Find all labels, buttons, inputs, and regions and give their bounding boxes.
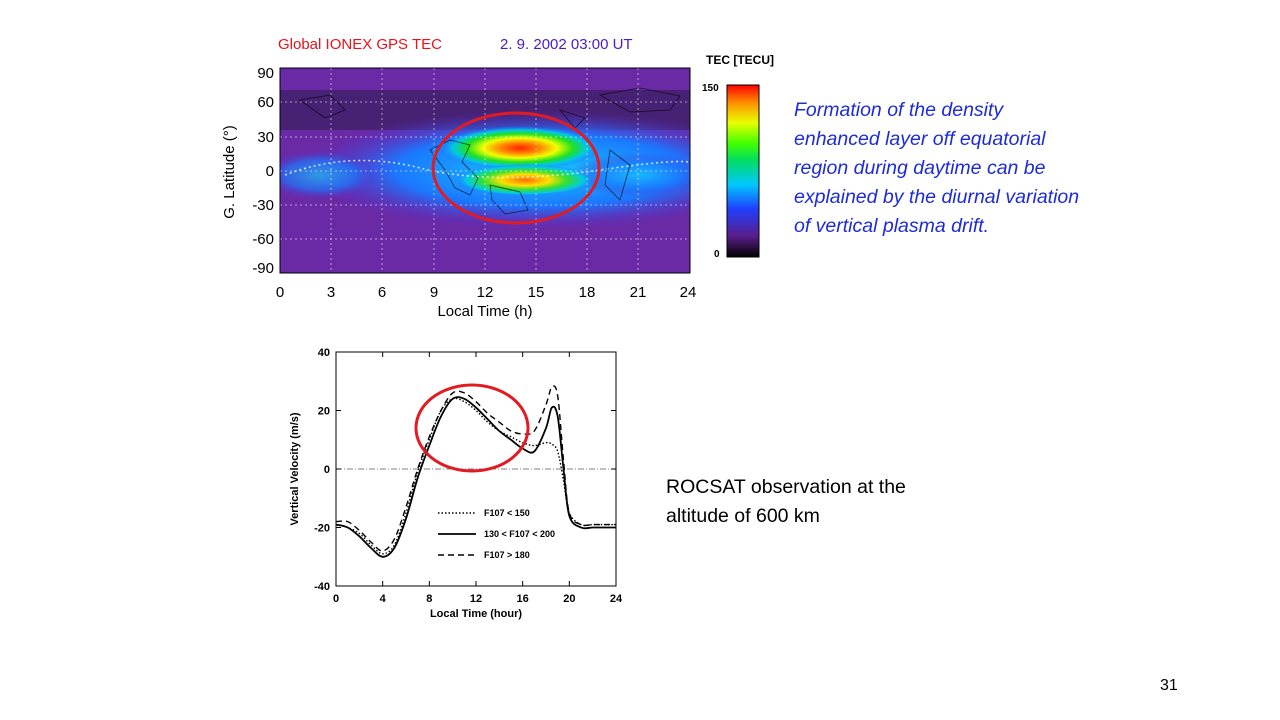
- x-axis-label: Local Time (hour): [430, 608, 522, 620]
- tec-xtick: 6: [378, 284, 386, 301]
- legend-label: F107 > 180: [484, 550, 530, 560]
- rocsat-note: ROCSAT observation at the altitude of 60…: [666, 476, 906, 527]
- tec-xtick: 3: [327, 284, 335, 301]
- tec-ytick: 90: [257, 65, 274, 82]
- tec-xtick: 24: [680, 284, 697, 301]
- tec-highlight-circle: [431, 111, 601, 225]
- tec-ytick: 60: [257, 94, 274, 111]
- tec-xtick: 21: [630, 284, 647, 301]
- drift-highlight-circle: [414, 383, 530, 473]
- vertical-velocity-chart: 0 4 8 12 16 20 24 40 20 0 -20 -40 Local Time (hour) V…: [289, 347, 623, 620]
- tec-map-chart: 90 60 30 0 -30 -60 -90 0 3 6 9 12 15 18 …: [221, 65, 697, 320]
- x-tick-label: 16: [517, 593, 529, 605]
- tec-map-title: Global IONEX GPS TEC: [278, 36, 442, 53]
- tec-xtick: 0: [276, 284, 284, 301]
- tec-map-date: 2. 9. 2002 03:00 UT: [500, 36, 633, 53]
- tec-xtick: 9: [430, 284, 438, 301]
- tec-colorbar: [726, 84, 760, 258]
- y-tick-label: -40: [314, 581, 330, 593]
- tec-ytick: 0: [266, 163, 274, 180]
- x-tick-label: 12: [470, 593, 482, 605]
- tec-ytick: 30: [257, 129, 274, 146]
- x-tick-label: 8: [426, 593, 432, 605]
- tec-ylabel: G. Latitude (°): [221, 125, 238, 219]
- tec-ytick: -90: [252, 260, 274, 277]
- y-tick-label: 0: [324, 464, 330, 476]
- colorbar-label: TEC [TECU]: [706, 53, 774, 67]
- y-axis-label: Vertical Velocity (m/s): [289, 412, 301, 525]
- legend-label: 130 < F107 < 200: [484, 529, 555, 539]
- x-tick-label: 20: [563, 593, 575, 605]
- tec-map-grid: [280, 68, 690, 273]
- y-tick-label: 40: [318, 347, 330, 359]
- tec-ytick: -60: [252, 231, 274, 248]
- series-line-3: [335, 385, 616, 552]
- tec-ytick: -30: [252, 197, 274, 214]
- tec-xlabel: Local Time (h): [437, 303, 532, 320]
- x-tick-label: 4: [380, 593, 387, 605]
- colorbar-min: 0: [714, 249, 720, 260]
- colorbar-max: 150: [702, 83, 719, 94]
- tec-map-field: [280, 68, 690, 273]
- y-tick-label: 20: [318, 406, 330, 418]
- x-tick-label: 24: [610, 593, 623, 605]
- explanation-note: Formation of the density enhanced layer …: [794, 99, 1080, 237]
- legend-label: F107 < 150: [484, 508, 530, 518]
- tec-xtick: 18: [579, 284, 596, 301]
- tec-xtick: 15: [528, 284, 545, 301]
- slide-number: 31: [1160, 677, 1178, 694]
- y-tick-label: -20: [314, 523, 330, 535]
- x-tick-label: 0: [333, 593, 339, 605]
- tec-xtick: 12: [477, 284, 494, 301]
